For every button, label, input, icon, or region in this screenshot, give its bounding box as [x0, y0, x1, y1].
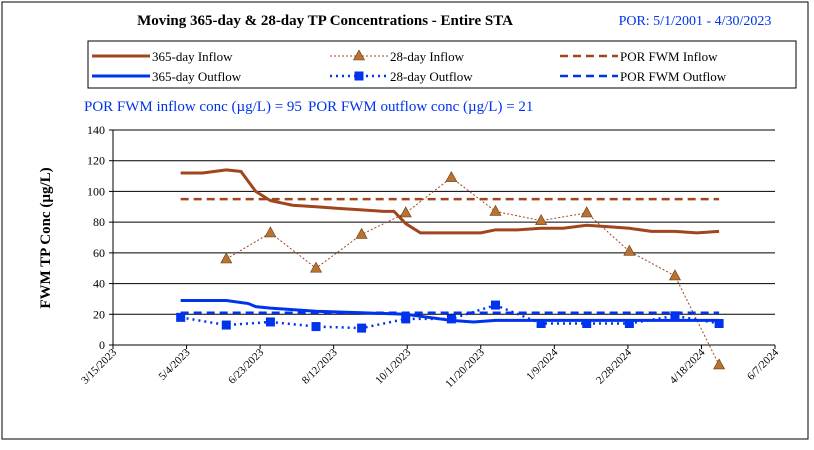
marker	[489, 204, 502, 216]
marker	[713, 358, 726, 370]
y-tick-label: 120	[87, 154, 105, 168]
marker	[352, 49, 366, 61]
marker	[401, 314, 411, 324]
marker	[354, 71, 364, 81]
series-line	[180, 298, 720, 324]
series-line	[226, 176, 720, 366]
marker	[624, 319, 634, 328]
marker	[623, 244, 636, 256]
annotation: POR FWM outflow conc (µg/L) = 21	[308, 99, 533, 115]
legend-label: 365-day Outflow	[152, 69, 242, 84]
marker	[357, 323, 367, 333]
y-tick-label: 40	[93, 277, 105, 291]
marker	[399, 206, 412, 218]
y-tick-label: 20	[93, 307, 105, 321]
marker	[668, 269, 681, 281]
y-tick-label: 60	[93, 246, 105, 260]
marker	[264, 226, 277, 238]
legend-label: 28-day Inflow	[390, 49, 465, 64]
marker	[536, 319, 546, 328]
marker	[445, 170, 458, 182]
chart-title: Moving 365-day & 28-day TP Concentration…	[137, 13, 513, 29]
legend-label: POR FWM Inflow	[620, 49, 718, 64]
marker	[580, 206, 593, 218]
y-axis-label: FWM TP Conc (µg/L)	[38, 167, 54, 308]
marker	[535, 213, 548, 225]
marker	[265, 317, 275, 327]
marker	[582, 319, 592, 328]
chart-subtitle: POR: 5/1/2001 - 4/30/2023	[619, 14, 772, 29]
y-tick-label: 100	[87, 184, 105, 198]
marker	[490, 300, 500, 310]
marker	[311, 322, 321, 332]
y-tick-label: 140	[87, 123, 105, 137]
y-tick-label: 80	[93, 215, 105, 229]
legend-label: POR FWM Outflow	[620, 69, 727, 84]
series-line	[180, 168, 720, 235]
marker	[176, 312, 186, 322]
legend-label: 28-day Outflow	[390, 69, 473, 84]
marker	[714, 319, 724, 328]
marker	[310, 261, 323, 273]
marker	[220, 252, 233, 264]
marker	[221, 320, 231, 330]
annotation: POR FWM inflow conc (µg/L) = 95	[84, 99, 302, 115]
marker	[355, 227, 368, 239]
y-tick-label: 0	[99, 338, 105, 352]
legend-box	[87, 40, 797, 89]
marker	[446, 314, 456, 324]
legend-label: 365-day Inflow	[152, 49, 233, 64]
marker	[670, 311, 680, 321]
